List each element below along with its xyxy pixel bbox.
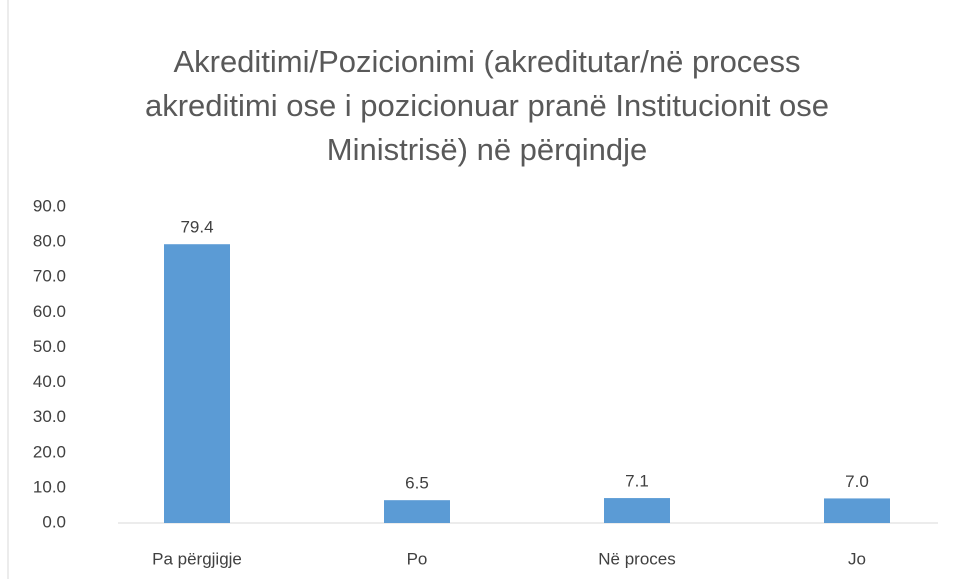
data-label: 79.4 (180, 218, 213, 237)
y-tick-label: 60.0 (33, 302, 66, 321)
y-tick-label: 30.0 (33, 407, 66, 426)
y-tick-label: 0.0 (42, 512, 66, 531)
data-label: 7.0 (845, 472, 869, 491)
chart-title: Akreditimi/Pozicionimi (akreditutar/në p… (144, 44, 830, 167)
bar (824, 498, 890, 523)
x-tick-label: Po (407, 549, 428, 568)
x-tick-label: Në proces (598, 549, 675, 568)
y-tick-label: 40.0 (33, 372, 66, 391)
bar (604, 498, 670, 523)
bar (164, 244, 230, 523)
y-tick-label: 20.0 (33, 442, 66, 461)
y-tick-label: 70.0 (33, 267, 66, 286)
data-label: 7.1 (625, 472, 649, 491)
y-tick-label: 90.0 (33, 196, 66, 215)
data-label: 6.5 (405, 474, 429, 493)
bar (384, 500, 450, 523)
y-tick-label: 10.0 (33, 477, 66, 496)
x-tick-label: Jo (848, 549, 866, 568)
y-tick-label: 50.0 (33, 337, 66, 356)
x-tick-label: Pa përgjigje (152, 549, 242, 568)
y-tick-label: 80.0 (33, 232, 66, 251)
